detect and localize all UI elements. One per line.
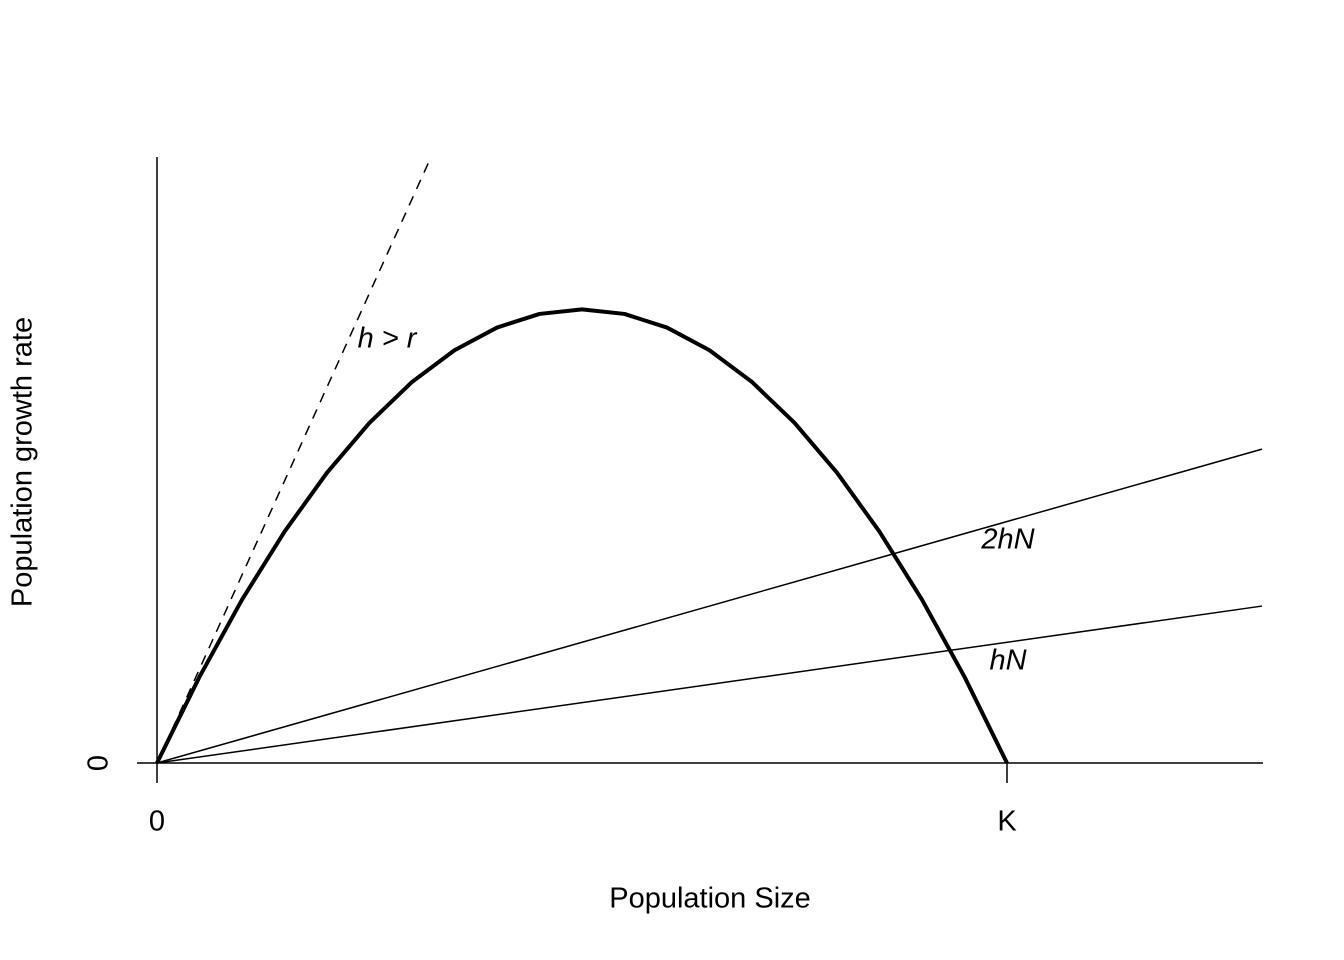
y-axis-label: Population growth rate bbox=[7, 317, 39, 607]
series-label: hN bbox=[989, 645, 1026, 677]
series-line bbox=[156, 448, 1263, 764]
x-tick-label: 0 bbox=[149, 806, 165, 838]
series-label: h > r bbox=[358, 323, 418, 355]
series-line bbox=[156, 156, 432, 764]
series-label: 2hN bbox=[980, 524, 1034, 556]
series-line bbox=[155, 307, 1009, 764]
y-tick-label: 0 bbox=[83, 755, 115, 771]
x-axis-label: Population Size bbox=[609, 883, 811, 915]
series-line bbox=[156, 605, 1263, 764]
x-tick-label: K bbox=[997, 806, 1017, 838]
